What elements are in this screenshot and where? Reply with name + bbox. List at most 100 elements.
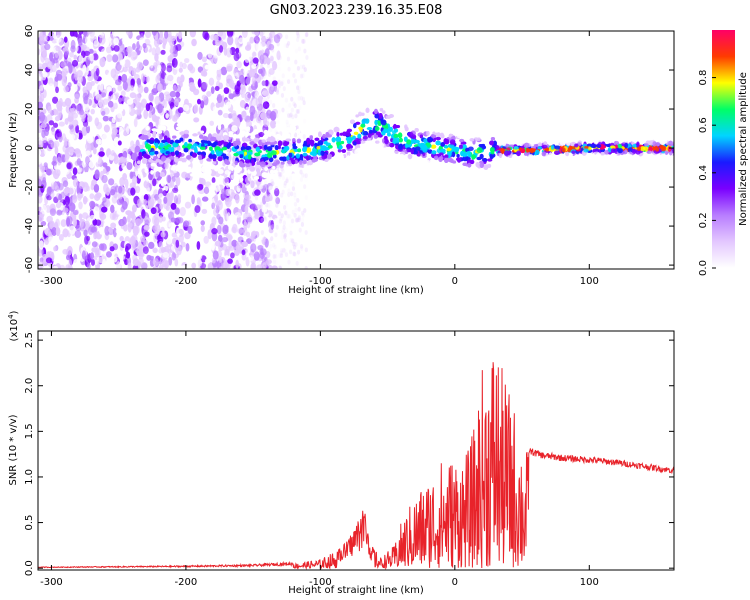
spectrogram-cell: [72, 194, 78, 204]
spectrogram-cell: [124, 59, 131, 68]
spectrogram-cell: [93, 184, 100, 193]
spectrogram-cell: [52, 96, 59, 104]
spectrogram-cell: [293, 78, 298, 84]
spectrogram-cell: [253, 35, 260, 44]
spectrogram-cell: [191, 262, 197, 269]
spectrogram-cell: [259, 105, 263, 110]
spectrogram-cell: [269, 110, 277, 121]
spectrogram-cell: [278, 61, 281, 66]
spectrogram-cell: [273, 244, 277, 250]
spectrogram-cell: [198, 173, 205, 178]
spectrogram-cell: [305, 55, 309, 60]
spectrogram-cell: [276, 41, 280, 47]
spectrogram-cell: [294, 207, 298, 213]
spectrogram-cell: [253, 179, 257, 185]
spectrogram-cell: [253, 42, 258, 52]
spectrogram-cell: [268, 68, 275, 75]
spectrogram-cell: [259, 54, 265, 65]
spectrogram-cell: [127, 262, 132, 269]
spectrogram-cell: [115, 79, 122, 86]
spectrogram-cell: [168, 222, 174, 229]
spectrogram-cell: [169, 39, 174, 47]
spectrogram-cell: [54, 146, 59, 155]
spectrogram-cell: [236, 120, 241, 126]
spectrogram-cell: [174, 113, 180, 121]
spectrogram-cell: [72, 177, 79, 188]
spectrogram-cell: [42, 136, 48, 144]
spectrogram-cell: [267, 85, 271, 91]
spectrogram-cell: [74, 230, 82, 239]
spectrogram-cell: [77, 192, 82, 201]
spectrogram-cell: [77, 167, 83, 173]
spectrogram-cell: [265, 259, 272, 265]
spectrogram-cell: [201, 94, 207, 100]
spectrogram-cell: [286, 40, 291, 46]
spectrogram-cell: [78, 181, 85, 189]
spectrogram-cell: [197, 251, 203, 260]
spectrogram-cell: [125, 243, 132, 250]
spectrogram-cell: [253, 176, 260, 180]
spectrogram-cell: [262, 183, 266, 189]
spectrogram-cell: [523, 142, 530, 148]
spectrogram-cell: [179, 206, 186, 217]
spectrogram-cell: [142, 172, 147, 178]
spectrogram-cell: [300, 217, 305, 223]
spectrogram-cell: [296, 197, 300, 203]
spectrogram-cell: [666, 135, 672, 142]
spectrogram-cell: [105, 165, 111, 172]
spectrogram-cell: [270, 55, 274, 62]
spectrogram-cell: [296, 65, 301, 71]
spectrogram-cell: [46, 61, 53, 70]
spectrogram-cell: [93, 40, 99, 47]
spectrogram-cell: [122, 173, 128, 181]
spectrogram-cell: [227, 35, 234, 46]
spectrogram-cell: [160, 49, 166, 55]
spectrogram-cell: [407, 153, 413, 160]
spectrogram-cell: [271, 251, 277, 258]
spectrogram-cell: [110, 222, 117, 229]
spectrogram-cell: [374, 113, 379, 119]
spectrogram-cell: [38, 111, 46, 122]
spectrogram-cell: [170, 35, 176, 42]
spectrogram-cell: [271, 213, 275, 219]
spectrogram-cell: [284, 133, 291, 138]
spectrogram-cell: [124, 105, 132, 114]
spectrogram-cell: [604, 150, 609, 155]
spectrogram-cell: [110, 185, 117, 194]
spectrogram-cell: [487, 173, 491, 179]
spectrogram-cell: [193, 104, 199, 114]
spectrogram-cell: [167, 211, 175, 220]
spectrogram-cell: [300, 222, 305, 227]
spectrogram-cell: [270, 219, 275, 230]
spectrogram-cell: [282, 86, 286, 92]
spectrogram-cell: [295, 260, 299, 266]
spectrogram-cell: [104, 225, 110, 236]
spectrogram-cell: [64, 154, 69, 163]
spectrogram-cell: [336, 131, 340, 137]
spectrogram-cell: [64, 50, 69, 56]
spectrogram-cell: [256, 42, 263, 53]
spectrogram-cell: [95, 68, 100, 77]
spectrogram-cell: [214, 201, 220, 207]
spectrogram-cell: [112, 85, 118, 94]
spectrogram-cell: [181, 62, 187, 70]
spectrogram-cell: [296, 249, 301, 255]
spectrogram-cell: [211, 228, 218, 235]
spectrogram-cell: [55, 45, 62, 52]
spectrogram-cell: [152, 258, 159, 267]
spectrogram-cell: [65, 254, 71, 261]
spectrogram-cell: [291, 209, 295, 215]
spectrogram-cell: [157, 130, 163, 134]
spectrogram-cell: [269, 243, 273, 249]
spectrogram-cell: [295, 153, 301, 159]
spectrogram-cell: [229, 81, 233, 88]
spectrogram-cell: [252, 244, 256, 250]
spectrogram-cell: [256, 244, 259, 249]
spectrogram-cell: [175, 126, 181, 131]
spectrogram-cell: [316, 146, 321, 150]
spectrogram-cell: [143, 225, 150, 231]
spectrogram-cell: [137, 84, 144, 94]
spectrogram-cell: [266, 103, 270, 109]
spectrogram-cell: [291, 129, 295, 135]
